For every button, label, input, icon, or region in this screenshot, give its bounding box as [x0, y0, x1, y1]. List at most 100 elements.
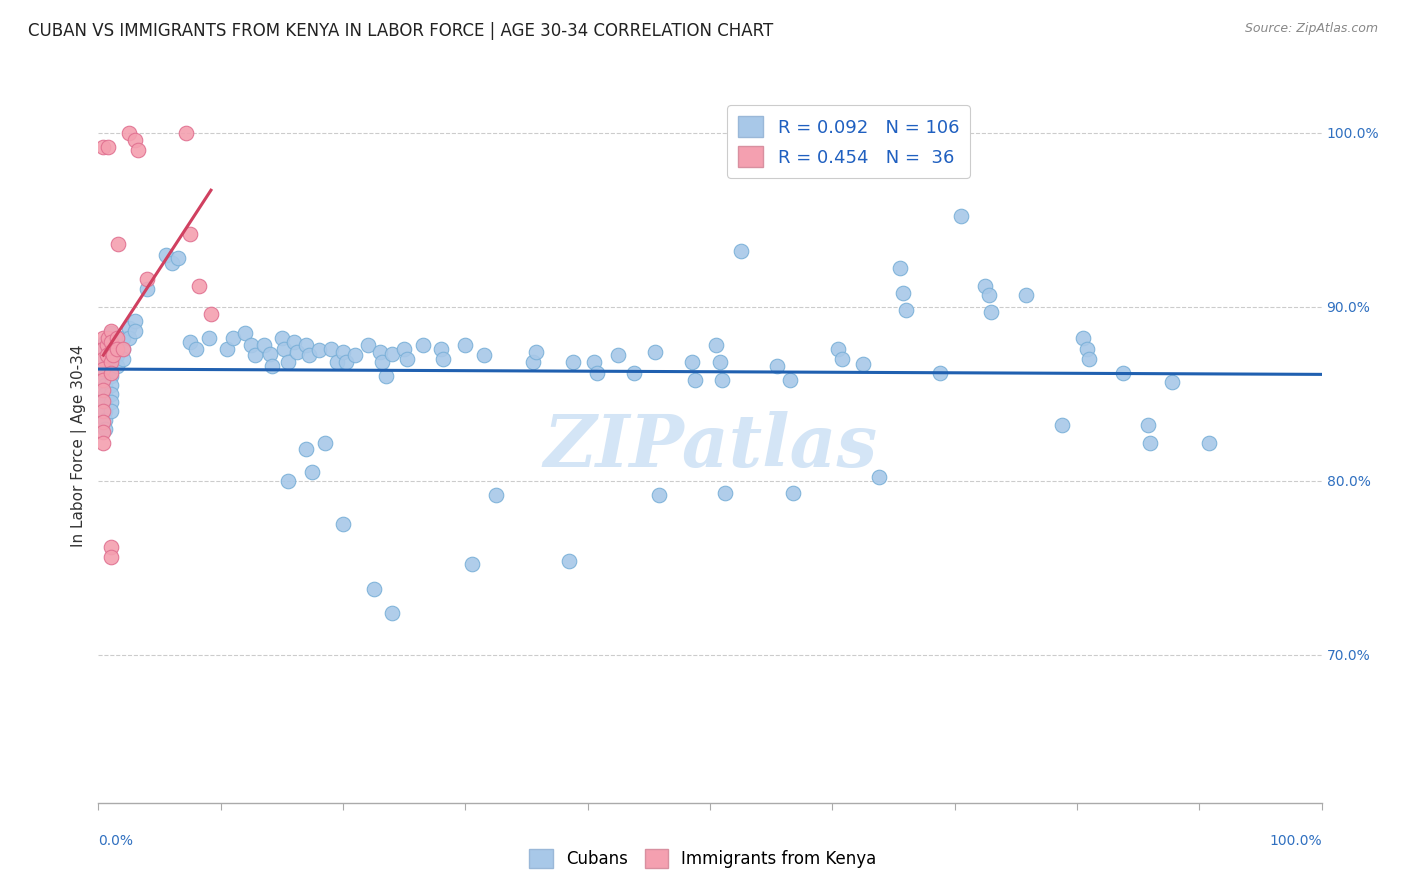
Point: [685, 373, 707, 387]
Point: [277, 474, 299, 488]
Point: [93, 360, 115, 375]
Point: [93, 395, 115, 409]
Point: [285, 345, 308, 359]
Point: [1078, 351, 1101, 366]
Point: [93, 334, 115, 349]
Point: [607, 349, 630, 363]
Point: [100, 334, 122, 349]
Point: [91, 404, 114, 418]
Point: [91, 425, 114, 439]
Point: [827, 342, 849, 356]
Text: ZIPatlas: ZIPatlas: [543, 410, 877, 482]
Point: [105, 331, 128, 345]
Point: [779, 373, 801, 387]
Point: [623, 366, 645, 380]
Point: [222, 331, 245, 345]
Point: [97, 331, 120, 345]
Point: [160, 256, 183, 270]
Point: [283, 334, 305, 349]
Point: [118, 331, 141, 345]
Point: [929, 366, 952, 380]
Point: [105, 349, 128, 363]
Point: [277, 355, 299, 369]
Point: [186, 342, 208, 356]
Point: [273, 342, 295, 356]
Point: [730, 244, 752, 258]
Point: [100, 355, 122, 369]
Text: 0.0%: 0.0%: [98, 834, 134, 848]
Point: [100, 540, 122, 554]
Point: [100, 360, 122, 375]
Point: [179, 227, 201, 241]
Point: [949, 209, 972, 223]
Point: [91, 342, 114, 356]
Point: [1014, 287, 1036, 301]
Point: [100, 369, 122, 384]
Point: [105, 338, 128, 352]
Point: [97, 139, 120, 153]
Point: [314, 435, 336, 450]
Point: [91, 362, 114, 376]
Point: [586, 366, 609, 380]
Point: [91, 331, 114, 345]
Point: [460, 558, 482, 572]
Point: [647, 488, 669, 502]
Point: [974, 278, 997, 293]
Point: [562, 355, 585, 369]
Point: [368, 345, 391, 359]
Point: [111, 331, 134, 345]
Point: [332, 517, 354, 532]
Point: [96, 349, 118, 363]
Point: [118, 320, 141, 334]
Point: [93, 386, 115, 401]
Point: [558, 554, 581, 568]
Point: [167, 251, 190, 265]
Point: [485, 488, 508, 502]
Point: [980, 305, 1002, 319]
Point: [295, 338, 318, 352]
Point: [93, 404, 115, 418]
Point: [176, 126, 198, 140]
Point: [332, 345, 354, 359]
Point: [766, 359, 789, 373]
Point: [93, 351, 115, 366]
Point: [100, 550, 122, 565]
Point: [100, 326, 122, 340]
Point: [93, 343, 115, 358]
Point: [124, 133, 146, 147]
Point: [335, 355, 357, 369]
Point: [432, 351, 454, 366]
Point: [711, 373, 734, 387]
Point: [381, 606, 404, 620]
Point: [363, 582, 385, 596]
Point: [100, 343, 122, 358]
Point: [243, 349, 266, 363]
Point: [308, 343, 330, 358]
Point: [713, 486, 735, 500]
Point: [301, 465, 323, 479]
Point: [101, 349, 124, 363]
Point: [270, 331, 294, 345]
Point: [326, 355, 349, 369]
Text: 100.0%: 100.0%: [1270, 834, 1322, 848]
Point: [179, 334, 201, 349]
Point: [259, 347, 281, 361]
Point: [93, 421, 115, 435]
Point: [155, 247, 177, 261]
Point: [100, 345, 122, 359]
Point: [100, 378, 122, 392]
Point: [136, 282, 159, 296]
Point: [136, 272, 159, 286]
Point: [1071, 331, 1094, 345]
Point: [107, 237, 129, 252]
Point: [124, 314, 146, 328]
Point: [91, 139, 114, 153]
Point: [381, 347, 404, 361]
Point: [200, 307, 222, 321]
Point: [1112, 366, 1135, 380]
Point: [1076, 342, 1098, 356]
Point: [524, 345, 547, 359]
Point: [252, 338, 274, 352]
Point: [709, 355, 731, 369]
Point: [430, 342, 453, 356]
